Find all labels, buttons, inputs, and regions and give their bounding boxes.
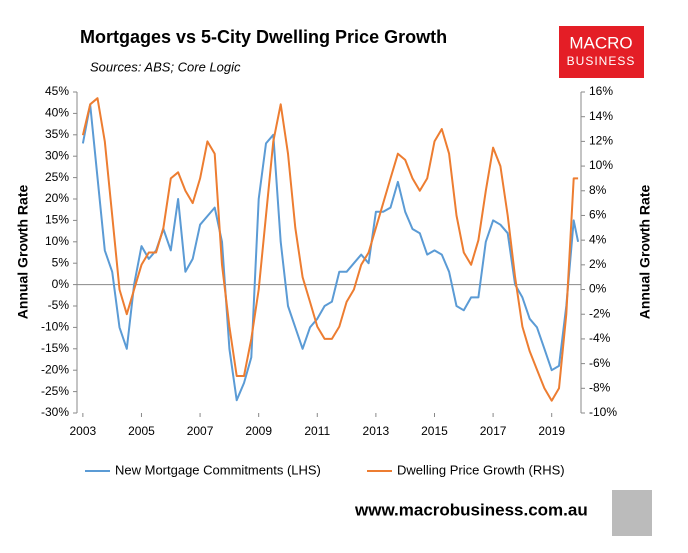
y-tick-label: 0%	[52, 277, 70, 291]
y2-tick-label: 8%	[589, 183, 607, 197]
y2-tick-label: -2%	[589, 306, 611, 320]
y2-tick-label: -4%	[589, 331, 611, 345]
logo-text: BUSINESS	[567, 54, 636, 68]
y-tick-label: 30%	[45, 148, 69, 162]
y-tick-label: -15%	[41, 341, 69, 355]
y-axis-label: Annual Growth Rate	[15, 185, 31, 320]
x-tick-label: 2019	[538, 424, 565, 438]
y-tick-label: -5%	[48, 298, 70, 312]
x-tick-label: 2007	[187, 424, 214, 438]
y-tick-label: 25%	[45, 170, 69, 184]
y2-tick-label: 14%	[589, 109, 613, 123]
footer: www.macrobusiness.com.au	[354, 500, 588, 519]
y2-tick-label: -8%	[589, 380, 611, 394]
chart-title: Mortgages vs 5-City Dwelling Price Growt…	[80, 27, 447, 47]
x-tick-label: 2013	[363, 424, 390, 438]
y2-tick-label: -10%	[589, 405, 617, 419]
y2-axis-label: Annual Growth Rate	[637, 185, 653, 320]
x-tick-label: 2017	[480, 424, 507, 438]
y2-tick-label: 0%	[589, 282, 607, 296]
y-tick-label: 35%	[45, 127, 69, 141]
series-line	[81, 97, 579, 402]
y-tick-label: -10%	[41, 320, 69, 334]
y2-tick-label: 16%	[589, 84, 613, 98]
x-tick-label: 2003	[70, 424, 97, 438]
y2-tick-label: 2%	[589, 257, 607, 271]
chart-subtitle: Sources: ABS; Core Logic	[90, 59, 241, 74]
y-tick-label: 5%	[52, 255, 70, 269]
y-tick-label: 15%	[45, 213, 69, 227]
y-tick-label: 10%	[45, 234, 69, 248]
x-tick-label: 2015	[421, 424, 448, 438]
y2-tick-label: 12%	[589, 134, 613, 148]
y-tick-label: 40%	[45, 106, 69, 120]
y2-tick-label: 4%	[589, 232, 607, 246]
x-tick-label: 2009	[245, 424, 272, 438]
y-tick-label: -25%	[41, 384, 69, 398]
y2-tick-label: 6%	[589, 208, 607, 222]
series-line	[81, 103, 580, 402]
y-tick-label: 20%	[45, 191, 69, 205]
fox-logo	[612, 490, 652, 536]
x-tick-label: 2005	[128, 424, 155, 438]
legend-label: Dwelling Price Growth (RHS)	[397, 462, 565, 477]
y2-tick-label: 10%	[589, 158, 613, 172]
x-tick-label: 2011	[304, 424, 330, 438]
logo-box	[559, 26, 644, 78]
legend-label: New Mortgage Commitments (LHS)	[115, 462, 321, 477]
y-tick-label: 45%	[45, 84, 69, 98]
logo-text: MACRO	[569, 33, 632, 52]
y-tick-label: -20%	[41, 362, 69, 376]
y-tick-label: -30%	[41, 405, 69, 419]
y2-tick-label: -6%	[589, 356, 611, 370]
